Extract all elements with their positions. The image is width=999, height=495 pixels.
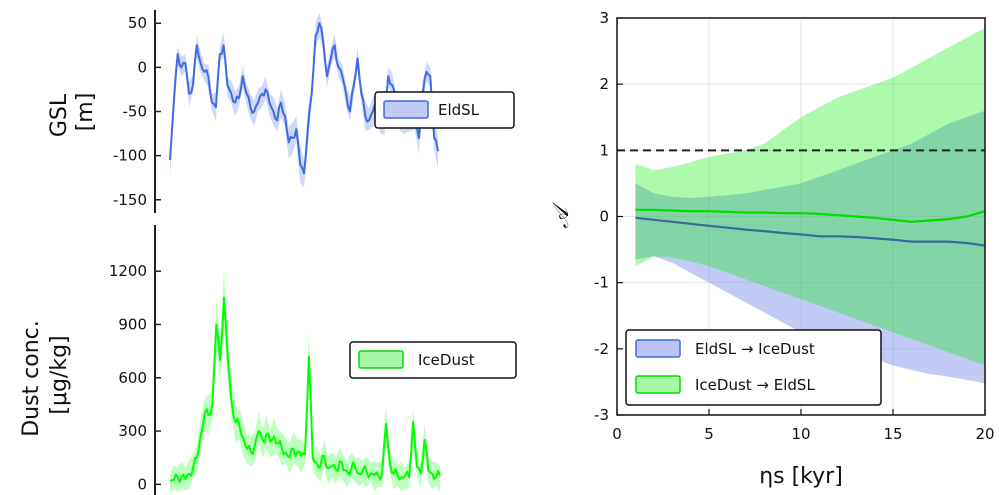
bottom-y-tick-label: 300 [118, 422, 147, 440]
gsl-y-axis-title: GSL [m] [47, 87, 98, 137]
a-legend-swatch-icedust-eldsl [635, 375, 681, 394]
a-mean-line-0 [635, 216, 986, 247]
a-mean-lines [635, 208, 986, 247]
dust-legend: IceDust [349, 341, 517, 379]
a-y-tick-label: 1 [599, 141, 609, 159]
a-x-ticks: 0 5 10 15 20 [612, 409, 995, 443]
a-x-tick-label: 15 [883, 425, 902, 443]
gsl-panel: 50 0 -50 -100 -150 GSL [m] EldSL [47, 10, 515, 213]
bottom-line-path [169, 296, 441, 484]
top-y-tick-label: -150 [113, 191, 147, 209]
a-x-axis-title: ηs [kyr] [759, 464, 843, 489]
top-y-tick-label: 0 [137, 58, 147, 76]
a-legend-box [625, 329, 882, 406]
a-y-ticks: 3 2 1 0 -1 -2 -3 [594, 9, 623, 424]
gsl-legend-swatch [383, 100, 429, 119]
dust-series-line [169, 296, 441, 484]
a-confidence-bands [635, 27, 985, 384]
a-x-tick-label: 0 [612, 425, 622, 443]
a-y-tick-label: -3 [594, 406, 609, 424]
a-y-tick-label: -2 [594, 340, 609, 358]
gsl-legend-label: EldSL [438, 101, 480, 119]
a-x-tick-label: 10 [791, 425, 810, 443]
bottom-y-tick-label: 900 [118, 315, 147, 333]
bottom-y-tick-label: 0 [137, 475, 147, 493]
a-x-tick-label: 20 [975, 425, 994, 443]
top-y-tick-label: 50 [128, 14, 147, 32]
a-legend: EldSL → IceDust IceDust → EldSL [625, 329, 882, 406]
top-y-tick-label: -100 [113, 147, 147, 165]
a-legend-label-eldsl-icedust: EldSL → IceDust [695, 340, 815, 358]
bottom-y-tick-label: 1200 [109, 262, 147, 280]
gsl-series-line [169, 22, 439, 175]
a-band-0 [635, 110, 985, 384]
a-legend-label-icedust-eldsl: IceDust → EldSL [695, 376, 815, 394]
a-y-axis-title: 𝒜 [549, 201, 574, 228]
a-y-tick-label: 0 [599, 208, 609, 226]
dust-panel: 1200 900 600 300 0 Dust conc. [μg/kg] IceDus… [19, 225, 517, 495]
dust-y-ticks: 1200 900 600 300 0 [109, 262, 161, 493]
bottom-y-tick-label: 600 [118, 369, 147, 387]
a-mean-line-1 [635, 208, 986, 223]
gsl-legend: EldSL [374, 91, 515, 129]
dust-legend-swatch [358, 350, 404, 369]
dust-uncertainty-band [170, 268, 440, 495]
a-y-tick-label: 3 [599, 9, 609, 27]
a-y-tick-label: 2 [599, 75, 609, 93]
top-line-path [169, 22, 439, 175]
dust-y-axis-title: Dust conc. [μg/kg] [19, 313, 72, 437]
top-y-tick-label: -50 [123, 103, 148, 121]
bottom-band-area [170, 268, 440, 495]
gsl-y-ticks: 50 0 -50 -100 -150 [113, 14, 161, 209]
dust-legend-label: IceDust [418, 351, 475, 369]
a-band-1 [635, 27, 985, 366]
a-x-tick-label: 5 [704, 425, 714, 443]
a-legend-swatch-eldsl-icedust [635, 339, 681, 358]
a-y-tick-label: -1 [594, 274, 609, 292]
